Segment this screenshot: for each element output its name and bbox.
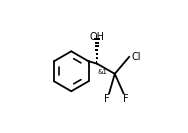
Text: &1: &1: [98, 69, 108, 75]
Text: OH: OH: [89, 32, 104, 42]
Text: F: F: [123, 94, 129, 104]
Text: Cl: Cl: [132, 52, 141, 62]
Text: F: F: [104, 94, 109, 104]
